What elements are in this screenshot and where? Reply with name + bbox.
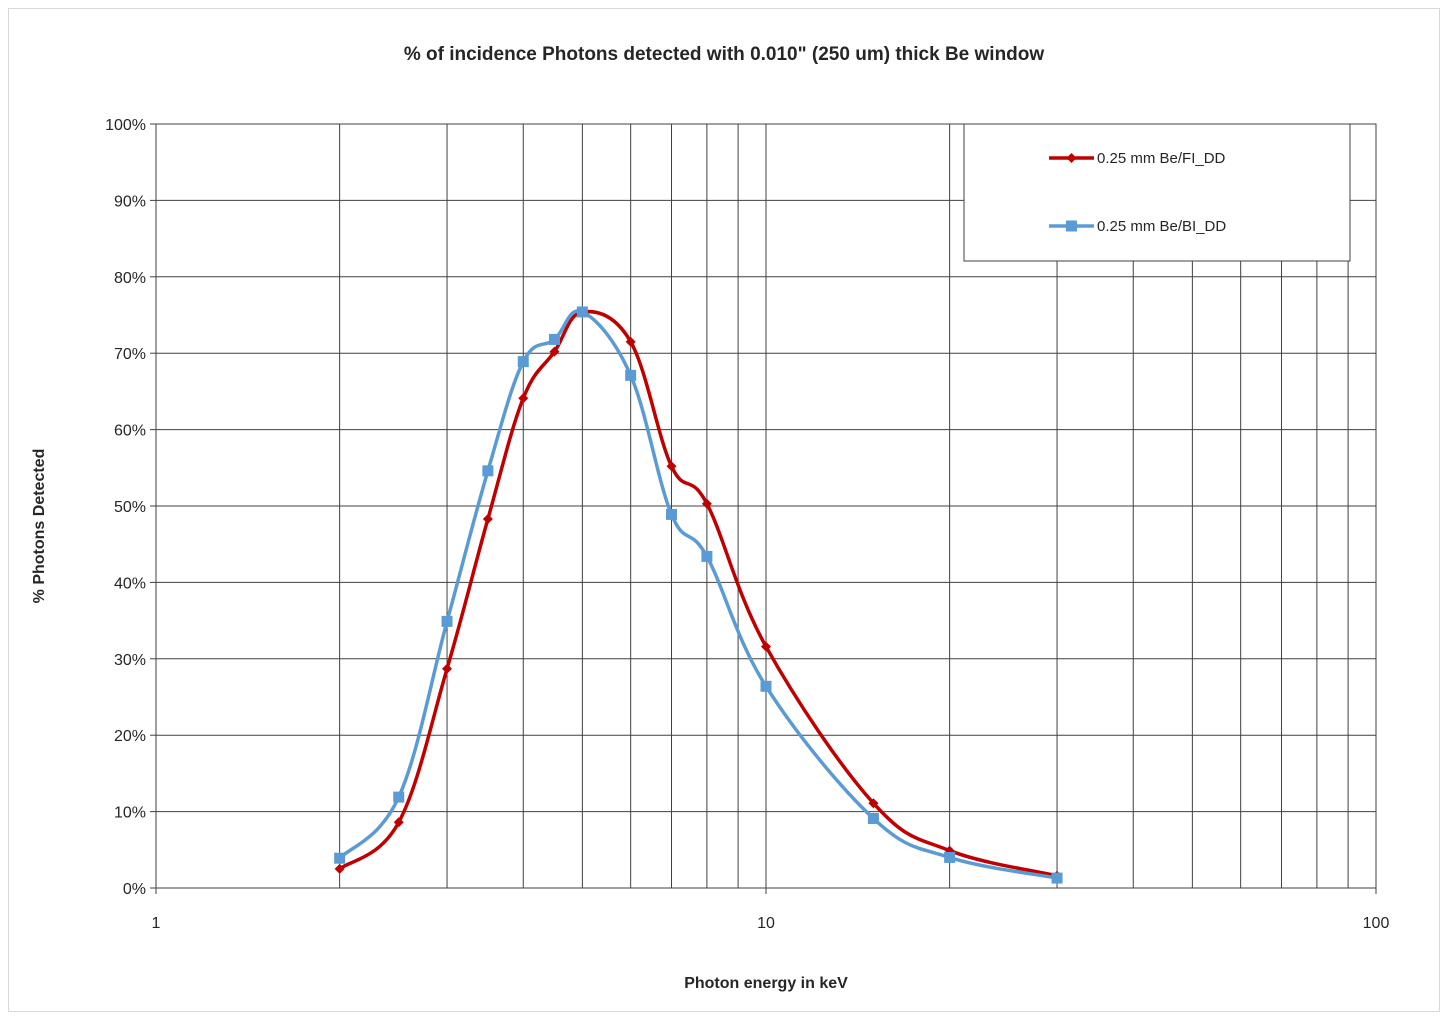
data-point xyxy=(518,393,529,404)
y-tick-label: 30% xyxy=(114,652,146,669)
y-tick-label: 60% xyxy=(114,423,146,440)
series-2 xyxy=(334,306,1063,884)
y-axis-ticks: 0% 10% 20% 30% 40% 50% 60% 70% 80% 90% 100% xyxy=(105,117,156,898)
data-point xyxy=(666,461,677,472)
legend-marker xyxy=(1066,153,1077,163)
data-point xyxy=(867,812,879,824)
data-point xyxy=(625,369,637,381)
y-tick-label: 40% xyxy=(114,575,146,592)
y-axis-title: % Photons Detected xyxy=(31,449,48,604)
data-point xyxy=(625,336,636,347)
y-tick-label: 70% xyxy=(114,346,146,363)
data-point xyxy=(760,680,772,692)
legend-label: 0.25 mm Be/BI_DD xyxy=(1097,218,1226,235)
series-1 xyxy=(334,306,1063,881)
data-point xyxy=(944,851,956,863)
y-tick-label: 80% xyxy=(114,270,146,287)
data-point xyxy=(482,465,494,477)
data-point xyxy=(701,498,712,509)
y-tick-label: 10% xyxy=(114,805,146,822)
data-point xyxy=(701,550,713,562)
data-point xyxy=(576,306,588,318)
data-point xyxy=(393,791,405,803)
data-point xyxy=(548,333,560,345)
y-tick-label: 100% xyxy=(105,117,146,134)
legend-item: 0.25 mm Be/BI_DD xyxy=(1049,218,1226,235)
y-tick-label: 20% xyxy=(114,728,146,745)
data-point xyxy=(393,817,404,828)
y-tick-label: 0% xyxy=(123,881,146,898)
x-tick-label: 10 xyxy=(757,915,775,932)
legend-label: 0.25 mm Be/FI_DD xyxy=(1097,150,1226,167)
x-tick-label: 100 xyxy=(1363,915,1390,932)
data-point xyxy=(517,356,529,368)
y-tick-label: 50% xyxy=(114,499,146,516)
data-point xyxy=(334,852,346,864)
x-axis-ticks: 1 10 100 xyxy=(152,888,1390,932)
data-point xyxy=(549,346,560,357)
chart-title: % of incidence Photons detected with 0.0… xyxy=(404,44,1045,65)
data-point xyxy=(761,641,771,652)
data-point xyxy=(868,798,879,809)
data-point xyxy=(334,863,345,874)
data-point xyxy=(666,508,678,520)
legend-item: 0.25 mm Be/FI_DD xyxy=(1049,150,1226,167)
data-point xyxy=(442,663,453,674)
data-point xyxy=(1051,872,1063,884)
data-point xyxy=(482,513,493,524)
legend-marker xyxy=(1066,220,1077,232)
series-layer xyxy=(334,306,1063,884)
x-axis-title: Photon energy in keV xyxy=(684,975,848,992)
grid xyxy=(156,124,1376,888)
y-tick-label: 90% xyxy=(114,193,146,210)
legend: 0.25 mm Be/FI_DD 0.25 mm Be/BI_DD xyxy=(963,123,1351,262)
x-tick-label: 1 xyxy=(152,915,161,932)
data-point xyxy=(441,615,453,627)
legend-box xyxy=(963,123,1351,262)
